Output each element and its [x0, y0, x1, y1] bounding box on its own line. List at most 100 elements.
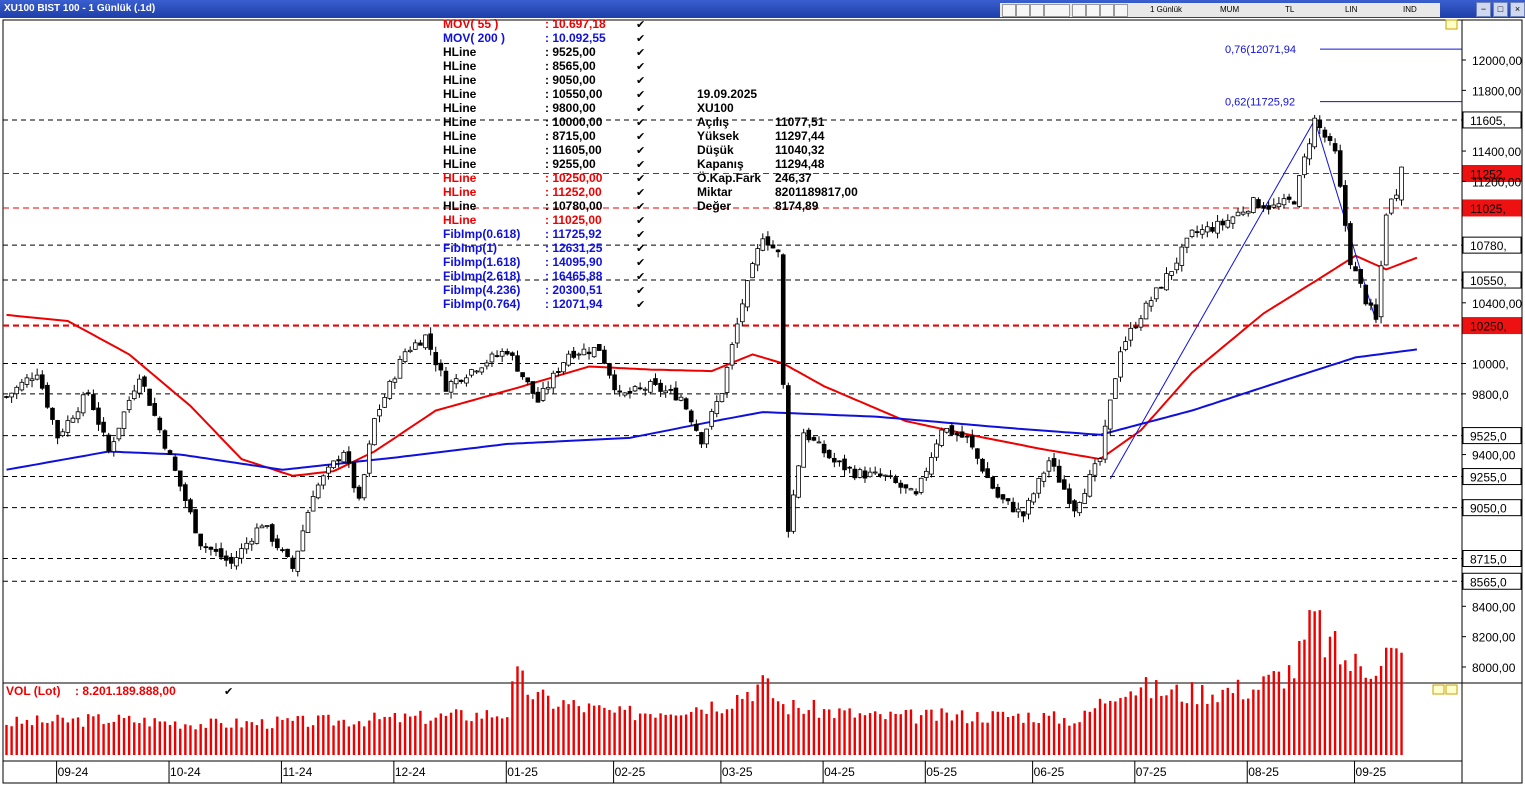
legend-check-icon[interactable]: ✔ — [636, 271, 645, 283]
volume-bar — [884, 719, 887, 755]
candle — [954, 431, 960, 442]
fib-label-0: 0,62(11725,92 — [1225, 97, 1295, 109]
candle-body — [131, 390, 137, 400]
legend-check-icon[interactable]: ✔ — [636, 229, 645, 241]
legend-check-icon[interactable]: ✔ — [636, 103, 645, 115]
volume-bar — [1313, 611, 1316, 755]
volume-bar — [81, 726, 85, 755]
legend-check-icon[interactable]: ✔ — [636, 285, 645, 297]
zoom-tool-icon[interactable] — [1072, 4, 1086, 17]
volume-bar — [797, 707, 800, 755]
legend-check-icon[interactable]: ✔ — [636, 159, 645, 171]
legend-check-icon[interactable]: ✔ — [636, 117, 645, 129]
volume-bar — [255, 725, 259, 755]
volume-bar — [812, 699, 816, 755]
chart-type-selector[interactable]: MUM — [1220, 5, 1240, 14]
legend-check-icon[interactable]: ✔ — [636, 33, 645, 45]
draw-tool-icon[interactable] — [1086, 4, 1100, 17]
candle — [1271, 198, 1277, 209]
legend-check-icon[interactable]: ✔ — [636, 187, 645, 199]
volume-bar — [940, 708, 943, 755]
legend-check-icon[interactable]: ✔ — [636, 131, 645, 143]
candle — [826, 449, 832, 460]
legend-check-icon[interactable]: ✔ — [636, 215, 645, 227]
candle — [259, 523, 265, 529]
indicator-selector[interactable]: IND — [1403, 5, 1417, 14]
crosshair-tool-icon[interactable] — [1016, 4, 1030, 17]
y-tick-label: 10000, — [1472, 358, 1509, 372]
maximize-button[interactable]: □ — [1493, 2, 1508, 17]
legend-check-icon[interactable]: ✔ — [636, 47, 645, 59]
candle-body — [1143, 302, 1149, 320]
candle — [658, 379, 663, 398]
trendline-0[interactable] — [1109, 119, 1316, 480]
candle — [1051, 452, 1057, 472]
candle-body — [1373, 304, 1379, 320]
volume-bar — [582, 712, 586, 755]
candle-body — [1307, 143, 1312, 160]
currency-selector[interactable]: TL — [1285, 5, 1295, 14]
volume-bar — [516, 666, 519, 755]
candle — [1097, 456, 1103, 466]
volume-bar — [1379, 665, 1383, 755]
candle-body — [157, 417, 163, 431]
legend-check-icon[interactable]: ✔ — [636, 145, 645, 157]
candle — [1240, 206, 1246, 217]
candle-body — [402, 351, 408, 362]
candle-body — [239, 548, 244, 559]
candle-body — [1113, 378, 1118, 399]
y-tick-label: 9800,0 — [1472, 388, 1509, 402]
candle-body — [453, 378, 459, 385]
legend-check-icon[interactable]: ✔ — [636, 61, 645, 73]
candle — [1143, 300, 1149, 320]
legend-check-icon[interactable]: ✔ — [636, 173, 645, 185]
text-tool-icon[interactable] — [1114, 4, 1128, 17]
legend-check-icon[interactable]: ✔ — [636, 243, 645, 255]
volume-bar — [332, 725, 335, 755]
cursor-tool-icon[interactable] — [1002, 4, 1016, 17]
volume-check-icon[interactable]: ✔ — [224, 686, 233, 698]
legend-check-icon[interactable]: ✔ — [636, 89, 645, 101]
volume-bar — [1262, 676, 1265, 755]
volume-bar — [822, 709, 826, 755]
volume-panel-menu-icon[interactable] — [1432, 684, 1445, 695]
period-selector[interactable]: 1 Günlük — [1150, 5, 1183, 14]
candle-body — [729, 344, 735, 366]
candle-body — [1194, 231, 1200, 234]
candle-body — [765, 236, 771, 246]
candle-body — [479, 367, 485, 373]
legend-check-icon[interactable]: ✔ — [636, 299, 645, 311]
volume-bar — [1323, 657, 1327, 755]
legend-label: HLine — [443, 157, 477, 171]
volume-bar — [454, 709, 458, 755]
period-tool-icon[interactable] — [1044, 4, 1070, 17]
volume-bar — [1088, 711, 1092, 755]
legend-value: : 14095,90 — [545, 255, 603, 269]
volume-bar — [485, 710, 489, 755]
legend-check-icon[interactable]: ✔ — [636, 19, 645, 31]
candle — [80, 391, 86, 417]
price-panel-menu-icon[interactable] — [1445, 19, 1458, 30]
scale-selector[interactable]: LIN — [1345, 5, 1358, 14]
candle — [331, 460, 336, 470]
legend-label: HLine — [443, 185, 477, 199]
volume-bar — [1124, 696, 1127, 755]
volume-bar — [61, 717, 64, 755]
volume-bar — [1109, 700, 1112, 755]
candle — [50, 407, 55, 425]
legend-check-icon[interactable]: ✔ — [636, 257, 645, 269]
volume-panel-close-icon[interactable] — [1445, 684, 1458, 695]
candle — [581, 343, 587, 356]
candle — [847, 465, 852, 474]
save-tool-icon[interactable] — [1030, 4, 1044, 17]
candle — [678, 394, 684, 402]
candle — [1194, 225, 1200, 238]
candle — [418, 339, 423, 346]
legend-check-icon[interactable]: ✔ — [636, 201, 645, 213]
legend-label: MOV( 200 ) — [443, 31, 505, 45]
line-tool-icon[interactable] — [1100, 4, 1114, 17]
minimize-button[interactable]: − — [1476, 2, 1491, 17]
legend-check-icon[interactable]: ✔ — [636, 75, 645, 87]
candle — [786, 382, 791, 538]
